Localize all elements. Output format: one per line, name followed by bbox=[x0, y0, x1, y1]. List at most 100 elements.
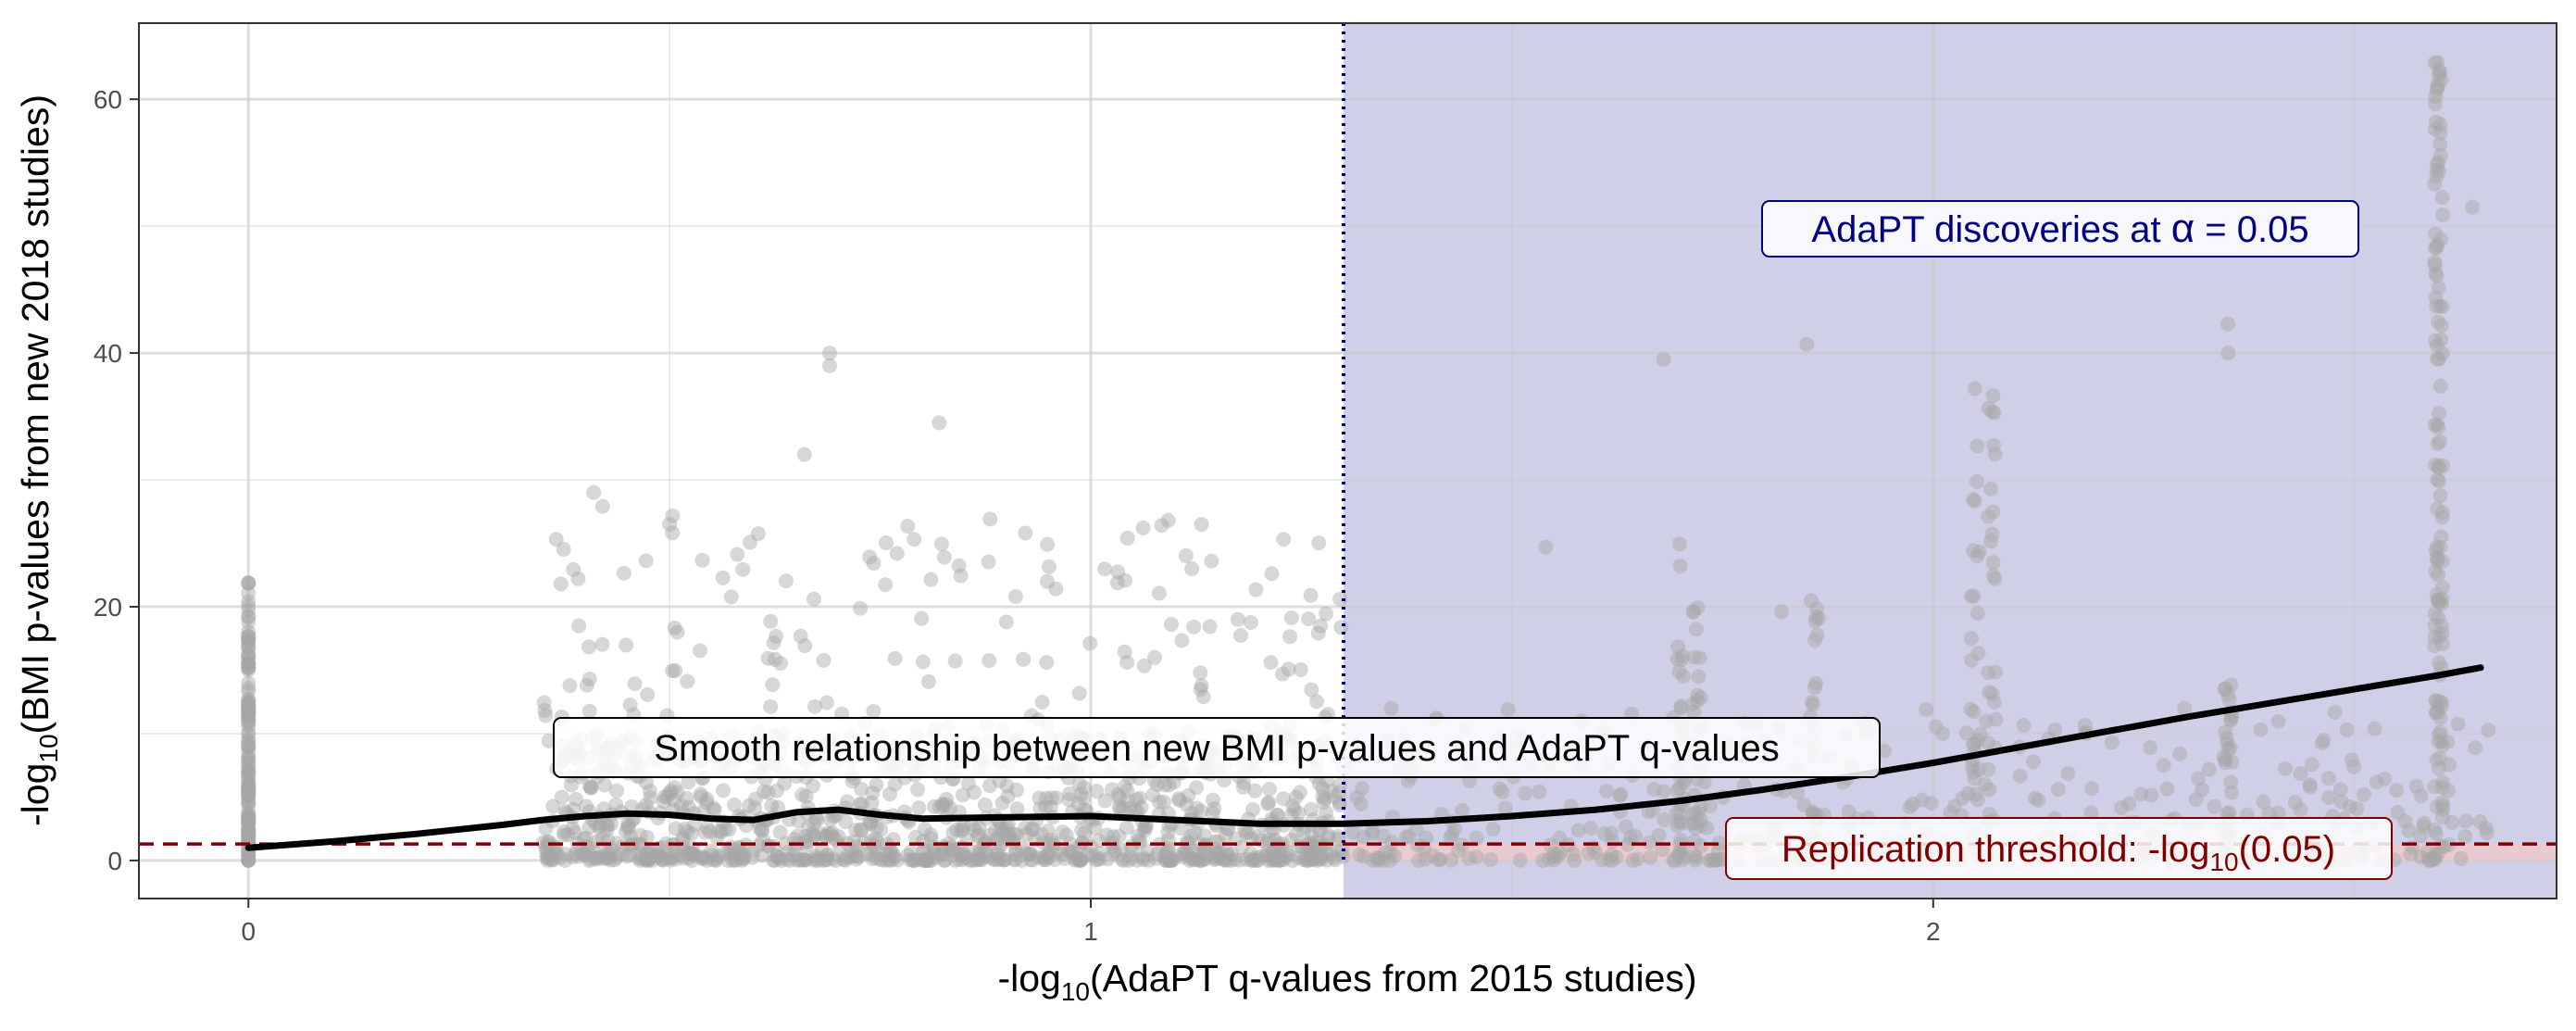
scatter-point bbox=[685, 847, 701, 862]
scatter-point bbox=[1313, 850, 1329, 866]
scatter-point bbox=[786, 848, 802, 863]
scatter-point bbox=[684, 846, 700, 861]
scatter-point bbox=[702, 824, 718, 839]
scatter-point bbox=[882, 786, 897, 802]
scatter-point bbox=[241, 764, 256, 780]
scatter-point bbox=[1293, 661, 1308, 677]
scatter-point bbox=[900, 519, 916, 534]
scatter-point bbox=[1455, 837, 1470, 853]
scatter-point bbox=[1069, 849, 1084, 864]
scatter-point bbox=[1174, 633, 1190, 648]
scatter-point bbox=[1245, 851, 1261, 867]
scatter-point bbox=[1669, 651, 1685, 667]
scatter-point bbox=[1981, 735, 1996, 750]
scatter-point bbox=[936, 852, 952, 868]
scatter-point bbox=[915, 852, 931, 868]
scatter-point bbox=[993, 838, 1008, 854]
scatter-point bbox=[1582, 821, 1598, 836]
scatter-point bbox=[2429, 268, 2445, 283]
scatter-point bbox=[641, 852, 657, 868]
scatter-point bbox=[763, 613, 779, 629]
scatter-point bbox=[990, 852, 1006, 868]
scatter-point bbox=[2428, 226, 2444, 242]
scatter-point bbox=[1266, 851, 1282, 867]
scatter-point bbox=[581, 672, 597, 687]
scatter-point bbox=[1041, 836, 1057, 852]
scatter-point bbox=[907, 852, 922, 868]
scatter-point bbox=[662, 852, 678, 868]
scatter-point bbox=[2458, 813, 2474, 829]
scatter-point bbox=[241, 639, 256, 655]
scatter-point bbox=[2314, 736, 2330, 751]
scatter-point bbox=[1178, 843, 1194, 859]
scatter-point bbox=[241, 726, 256, 742]
scatter-point bbox=[241, 773, 256, 789]
scatter-point bbox=[1210, 834, 1226, 849]
scatter-point bbox=[882, 843, 898, 859]
scatter-point bbox=[241, 852, 256, 868]
scatter-point bbox=[2427, 457, 2443, 472]
scatter-point bbox=[851, 849, 867, 865]
scatter-point bbox=[710, 849, 726, 864]
scatter-point bbox=[835, 852, 851, 868]
scatter-point bbox=[1810, 610, 1826, 626]
scatter-point bbox=[241, 852, 256, 868]
scatter-point bbox=[796, 852, 812, 868]
scatter-point bbox=[1196, 828, 1212, 844]
scatter-point bbox=[668, 851, 683, 867]
scatter-point bbox=[1323, 846, 1339, 861]
scatter-point bbox=[977, 797, 993, 812]
scatter-point bbox=[1535, 852, 1551, 868]
scatter-point bbox=[968, 852, 983, 868]
scatter-point bbox=[2201, 761, 2217, 777]
scatter-point bbox=[632, 852, 648, 868]
scatter-point bbox=[854, 823, 869, 838]
scatter-point bbox=[632, 827, 648, 843]
scatter-point bbox=[1287, 802, 1303, 818]
scatter-point bbox=[1675, 648, 1691, 663]
scatter-point bbox=[1041, 559, 1057, 574]
scatter-point bbox=[241, 660, 256, 675]
scatter-point bbox=[2434, 795, 2450, 811]
scatter-point bbox=[241, 598, 256, 614]
y-tick-label: 0 bbox=[107, 847, 122, 875]
scatter-point bbox=[828, 852, 844, 868]
scatter-point bbox=[1276, 852, 1292, 868]
scatter-point bbox=[923, 827, 939, 843]
scatter-point bbox=[720, 845, 736, 861]
scatter-point bbox=[1365, 825, 1381, 841]
scatter-point bbox=[241, 781, 256, 797]
scatter-point bbox=[644, 852, 660, 868]
scatter-point bbox=[997, 852, 1013, 868]
scatter-point bbox=[2433, 332, 2449, 347]
scatter-point bbox=[1048, 790, 1064, 806]
scatter-point bbox=[2434, 553, 2450, 569]
scatter-point bbox=[618, 824, 633, 840]
scatter-point bbox=[1224, 846, 1240, 861]
scatter-point bbox=[1691, 669, 1707, 685]
scatter-point bbox=[729, 852, 744, 868]
scatter-point bbox=[1696, 774, 1712, 790]
scatter-point bbox=[566, 801, 581, 817]
scatter-point bbox=[723, 845, 739, 861]
discovery-annotation-box bbox=[1761, 200, 2359, 258]
scatter-point bbox=[695, 850, 711, 866]
scatter-point bbox=[878, 852, 894, 868]
scatter-point bbox=[1469, 849, 1484, 865]
scatter-point bbox=[693, 643, 708, 659]
scatter-point bbox=[1805, 804, 1820, 820]
scatter-point bbox=[770, 799, 786, 815]
scatter-point bbox=[1195, 851, 1211, 867]
scatter-point bbox=[581, 639, 596, 655]
scatter-point bbox=[1984, 685, 2000, 701]
scatter-point bbox=[2434, 780, 2450, 796]
scatter-point bbox=[903, 844, 919, 860]
scatter-point bbox=[675, 830, 691, 846]
scatter-point bbox=[2339, 722, 2355, 737]
scatter-point bbox=[2219, 730, 2234, 746]
scatter-point bbox=[2432, 434, 2447, 449]
scatter-point bbox=[241, 609, 256, 624]
scatter-point bbox=[2434, 635, 2450, 651]
scatter-point bbox=[799, 835, 815, 850]
scatter-point bbox=[872, 851, 888, 867]
